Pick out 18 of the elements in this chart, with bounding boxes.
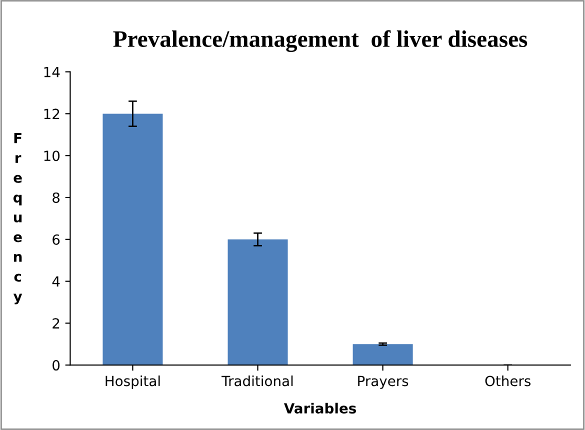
y-tick-label: 8 bbox=[52, 192, 60, 203]
x-axis-title: Variables bbox=[284, 402, 356, 414]
x-tick-label: Hospital bbox=[106, 375, 160, 389]
y-tick-label: 4 bbox=[52, 276, 60, 287]
x-tick-label: Others bbox=[485, 375, 531, 386]
bar bbox=[228, 239, 288, 366]
y-tick-label: 14 bbox=[44, 66, 60, 78]
chart-title: Prevalence/management of liver diseases bbox=[113, 30, 528, 52]
y-tick-label: 12 bbox=[44, 108, 60, 119]
bar bbox=[102, 114, 163, 366]
y-tick-label: 2 bbox=[52, 318, 60, 328]
y-tick-label: 6 bbox=[52, 234, 60, 245]
x-tick-label: Prayers bbox=[358, 376, 408, 389]
bar bbox=[352, 344, 413, 366]
x-tick-label: Traditional bbox=[222, 375, 293, 386]
y-tick-label: 0 bbox=[52, 360, 60, 371]
y-tick-label: 10 bbox=[44, 150, 60, 162]
text: Frequency bbox=[13, 132, 22, 304]
